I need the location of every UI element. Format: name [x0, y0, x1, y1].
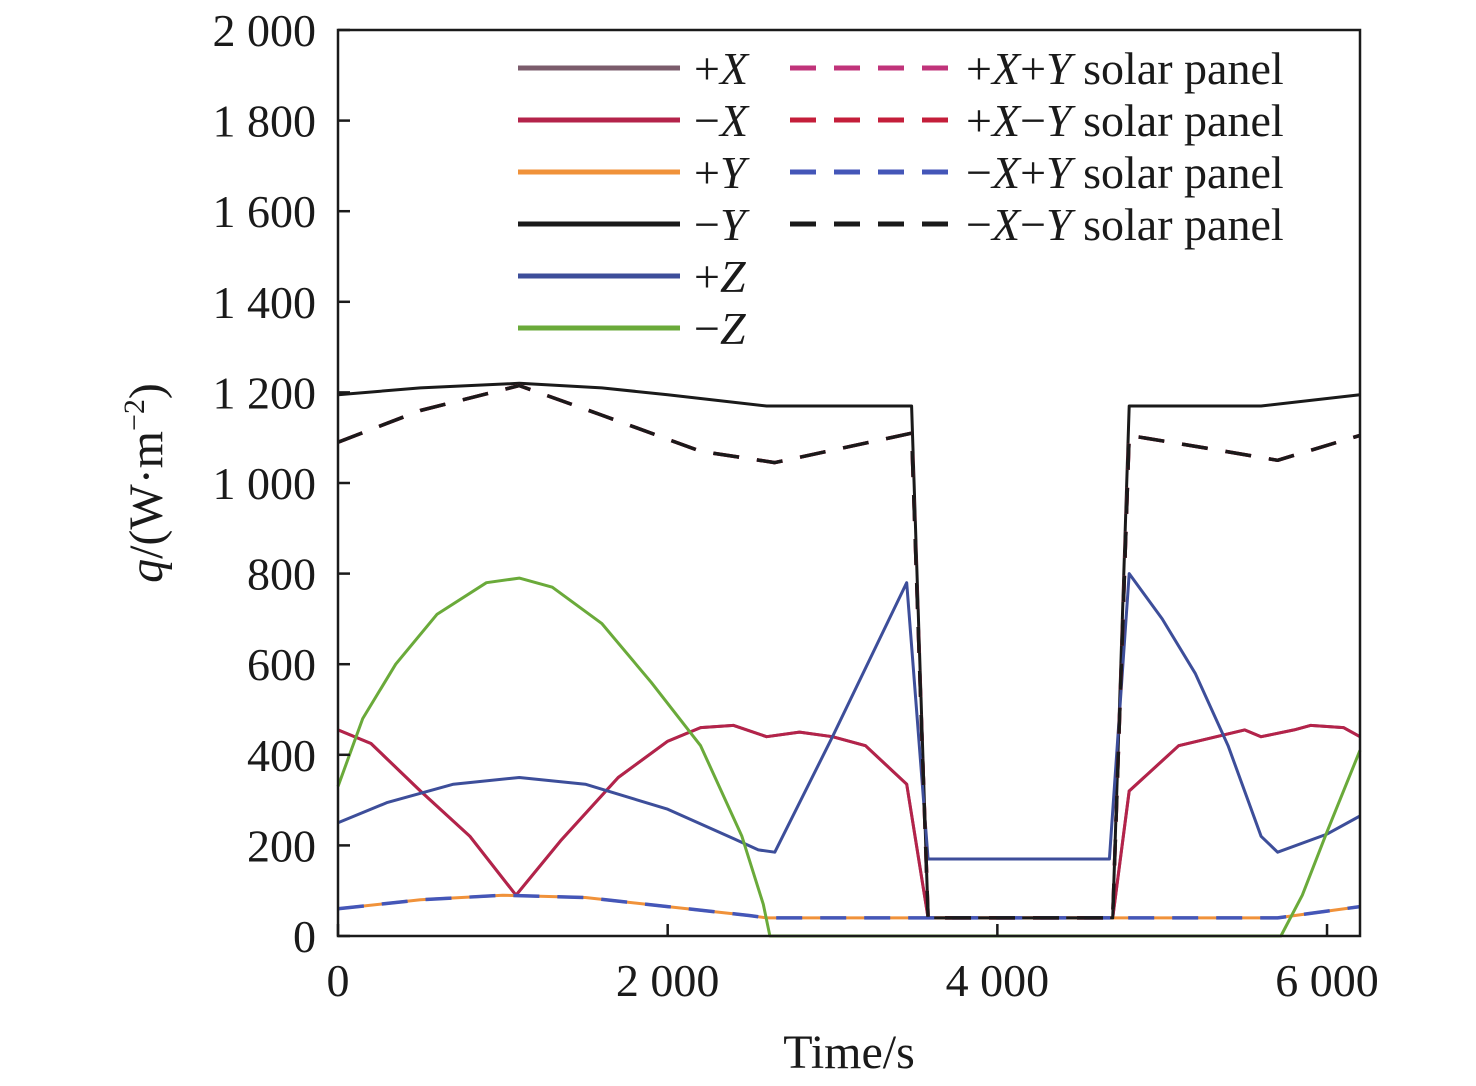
legend-label: −Z	[694, 303, 746, 354]
y-tick-label: 2 000	[213, 5, 317, 56]
y-axis-title: q/(W·m−2)	[118, 383, 173, 583]
y-axis-unit-close: )	[120, 383, 173, 399]
legend-label: +X+Y solar panel	[966, 43, 1284, 94]
x-tick-label: 2 000	[616, 955, 720, 1006]
series-line-zm	[336, 576, 1362, 938]
series-line-ym	[337, 381, 1361, 920]
series-line-xmym2	[337, 383, 1361, 920]
legend-label: +X	[694, 43, 750, 94]
y-axis-symbol: q	[120, 559, 173, 583]
y-tick-label: 1 200	[213, 367, 317, 418]
y-axis-unit-exponent: −2	[118, 399, 151, 431]
legend-label: +X−Y solar panel	[966, 95, 1284, 146]
x-tick-label: 6 000	[1275, 955, 1379, 1006]
legend-label: −X+Y solar panel	[966, 147, 1284, 198]
y-tick-label: 1 800	[213, 96, 317, 147]
series-line-yp	[337, 893, 1361, 920]
y-tick-label: 400	[247, 730, 316, 781]
series-line-xmym	[337, 383, 1361, 920]
series-line-zp	[337, 572, 1361, 861]
legend-label: −X−Y solar panel	[966, 199, 1284, 250]
y-tick-label: 1 000	[213, 458, 317, 509]
axis-tick-labels: 0 2 000 4 000 6 000 0 200 400 600 800 1 000 1 200 1…	[213, 5, 1379, 1006]
y-tick-label: 1 600	[213, 186, 317, 237]
y-axis-unit: /(W·m	[120, 431, 173, 559]
legend-label: +Y	[694, 147, 750, 198]
axis-ticks	[336, 28, 1329, 938]
y-tick-label: 1 400	[213, 277, 317, 328]
series-line-xp	[337, 723, 1361, 920]
y-tick-label: 800	[247, 549, 316, 600]
y-tick-label: 600	[247, 639, 316, 690]
plot-lines	[336, 381, 1362, 938]
series-line-xpyp	[337, 383, 1361, 920]
legend-label: +Z	[694, 251, 746, 302]
y-tick-label: 0	[293, 911, 316, 962]
x-axis-title: Time/s	[783, 1026, 915, 1079]
series-line-xm	[337, 723, 1361, 920]
y-tick-label: 200	[247, 820, 316, 871]
legend-label: −X	[694, 95, 750, 146]
x-tick-label: 4 000	[946, 955, 1050, 1006]
legend-label: −Y	[694, 199, 750, 250]
x-tick-label: 0	[327, 955, 350, 1006]
series-line-xmyp	[337, 893, 1361, 920]
legend: +X +X+Y solar panel −X +X−Y solar panel +Y −X…	[518, 43, 1284, 354]
